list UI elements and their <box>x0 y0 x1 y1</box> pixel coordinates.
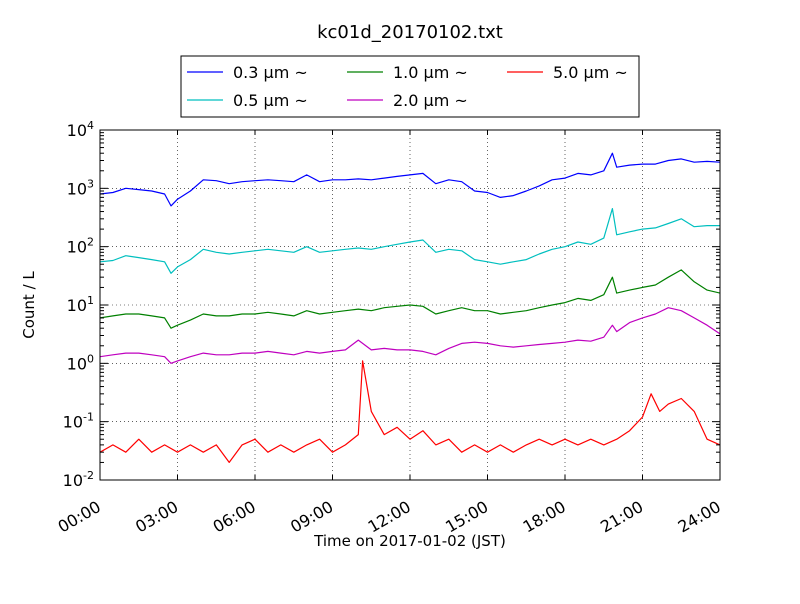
chart-title: kc01d_20170102.txt <box>317 22 503 43</box>
grid <box>100 130 720 480</box>
legend-label: 0.5 μm ~ <box>233 91 308 110</box>
y-tick-label: 104 <box>67 119 94 140</box>
x-tick-label: 03:00 <box>132 497 181 537</box>
y-tick-label: 10-1 <box>63 411 94 432</box>
y-tick-label: 100 <box>67 352 94 373</box>
series-line-1 <box>100 152 720 207</box>
legend-label: 2.0 μm ~ <box>393 91 468 110</box>
series-line-4 <box>100 307 720 364</box>
y-tick-label: 101 <box>67 294 94 315</box>
x-tick-label: 09:00 <box>287 497 336 537</box>
legend-label: 5.0 μm ~ <box>553 63 628 82</box>
x-tick-label: 21:00 <box>597 497 646 537</box>
axis-ticks: 00:00 03:00 06:00 09:00 12:00 15:00 18:00 21:00… <box>55 119 724 537</box>
x-tick-label: 00:00 <box>55 497 104 537</box>
y-axis-label: Count / L <box>20 271 38 339</box>
series-line-3 <box>100 269 720 329</box>
x-tick-label: 18:00 <box>520 497 569 537</box>
x-tick-label: 24:00 <box>675 497 724 537</box>
y-tick-label: 103 <box>67 177 94 198</box>
series-line-2 <box>100 208 720 274</box>
series-layer <box>100 152 720 463</box>
y-tick-label: 102 <box>67 236 94 257</box>
legend-label: 1.0 μm ~ <box>393 63 468 82</box>
series-line-5 <box>100 360 720 463</box>
legend: 0.3 μm ~ 0.5 μm ~ 1.0 μm ~ 2.0 μm ~ 5.0 μm ~ <box>180 55 640 118</box>
y-tick-label: 10-2 <box>63 469 94 490</box>
x-tick-label: 15:00 <box>442 497 491 537</box>
x-tick-label: 06:00 <box>210 497 259 537</box>
legend-frame <box>180 55 640 118</box>
legend-label: 0.3 μm ~ <box>233 63 308 82</box>
x-axis-label: Time on 2017-01-02 (JST) <box>313 532 506 550</box>
x-tick-label: 12:00 <box>365 497 414 537</box>
